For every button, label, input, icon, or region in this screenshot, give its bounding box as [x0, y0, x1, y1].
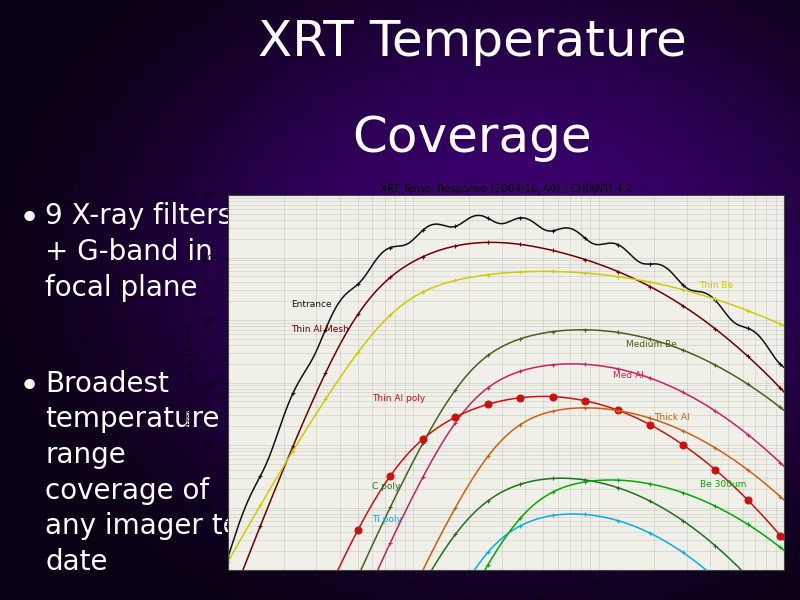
Circle shape [372, 159, 668, 381]
Text: •: • [18, 370, 40, 404]
Circle shape [225, 49, 800, 491]
Circle shape [269, 82, 771, 458]
Circle shape [402, 181, 638, 359]
Circle shape [387, 170, 653, 370]
Text: Be 300um: Be 300um [699, 481, 746, 490]
X-axis label: Temperature (K): Temperature (K) [464, 598, 548, 600]
Circle shape [461, 226, 579, 314]
Text: Medium Be: Medium Be [626, 340, 677, 349]
Circle shape [446, 215, 594, 325]
Circle shape [342, 137, 698, 403]
Text: 9 X-ray filters
+ G-band in
focal plane: 9 X-ray filters + G-band in focal plane [46, 202, 233, 302]
Circle shape [254, 71, 786, 469]
Circle shape [431, 203, 609, 337]
Circle shape [358, 148, 682, 392]
Y-axis label: electrons/sec/pix @ 10⁻³cm³: electrons/sec/pix @ 10⁻³cm³ [186, 323, 195, 442]
Circle shape [476, 237, 564, 303]
Text: Thin Al poly: Thin Al poly [372, 394, 426, 403]
Text: Med Al: Med Al [614, 371, 644, 380]
Title: XRT Temp. Response (2004/10_A0) / CHIANTI 4.2: XRT Temp. Response (2004/10_A0) / CHIANT… [380, 183, 632, 194]
Circle shape [328, 126, 712, 414]
Circle shape [506, 259, 534, 281]
Circle shape [284, 93, 756, 447]
Text: Entrance: Entrance [291, 299, 332, 308]
Circle shape [195, 26, 800, 514]
Text: XRT Temperature: XRT Temperature [258, 18, 686, 66]
Circle shape [239, 59, 800, 481]
Text: Thick Al: Thick Al [654, 413, 690, 422]
Text: Broadest
temperature
range
coverage of
any imager to
date: Broadest temperature range coverage of a… [46, 370, 240, 576]
Circle shape [417, 193, 623, 347]
Text: •: • [18, 202, 40, 236]
Text: Thin Be: Thin Be [699, 281, 734, 290]
Circle shape [314, 115, 726, 425]
Text: C poly: C poly [372, 482, 401, 491]
Circle shape [490, 248, 550, 292]
Circle shape [150, 0, 800, 547]
Circle shape [166, 4, 800, 536]
Circle shape [298, 104, 742, 436]
Circle shape [210, 37, 800, 503]
Text: Thin Al Mesh: Thin Al Mesh [291, 325, 350, 334]
Circle shape [180, 15, 800, 525]
Text: Coverage: Coverage [352, 114, 592, 162]
Text: Ti poly: Ti poly [372, 515, 402, 524]
